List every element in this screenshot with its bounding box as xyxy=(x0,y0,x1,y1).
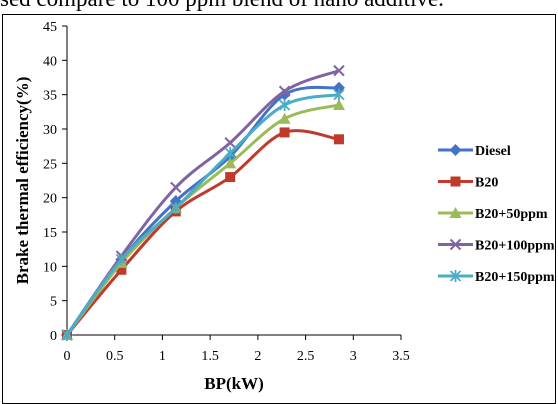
legend-item: B20+100ppm xyxy=(438,239,555,254)
x-tick-label: 0.5 xyxy=(106,349,124,364)
legend: Diesel B20 B20+50ppm B20+100ppm B20+150ppm xyxy=(438,144,555,285)
figure-caption: sed compare to 100 ppm blend of nano add… xyxy=(0,0,444,12)
x-axis-title: BP(kW) xyxy=(204,374,264,393)
x-tick-label: 3.5 xyxy=(392,349,410,364)
data-point xyxy=(278,112,291,124)
x-tick-label: 1.5 xyxy=(201,349,219,364)
data-point xyxy=(278,85,291,97)
data-point xyxy=(170,181,182,194)
legend-label: Diesel xyxy=(475,144,511,159)
series-b20 xyxy=(62,127,344,340)
x-tick-label: 0 xyxy=(64,349,71,364)
y-tick-label: 40 xyxy=(43,54,57,69)
data-point xyxy=(225,172,236,183)
y-tick-label: 0 xyxy=(50,329,57,344)
data-point xyxy=(116,264,127,275)
legend-label: B20+100ppm xyxy=(475,239,555,254)
series-layer xyxy=(61,64,345,341)
y-tick-label: 15 xyxy=(43,226,57,241)
x-tick-label: 2.5 xyxy=(297,349,315,364)
series-b20-150ppm xyxy=(61,88,345,341)
legend-item: B20 xyxy=(438,176,498,191)
data-point xyxy=(224,137,236,149)
y-tick-label: 30 xyxy=(43,123,57,138)
legend-marker xyxy=(449,270,462,282)
y-tick-label: 25 xyxy=(43,157,57,172)
legend-item: B20+50ppm xyxy=(438,207,548,222)
series-diesel xyxy=(61,81,345,341)
axes: 0 5 10 15 20 25 30 35 40 45 0 0.5 1 1.5 2 2.5 3 3.5 xyxy=(43,20,410,364)
series-b20-100ppm xyxy=(61,64,345,341)
series-line xyxy=(65,103,340,336)
data-point xyxy=(278,98,291,111)
data-point xyxy=(333,134,344,145)
legend-marker xyxy=(449,238,462,251)
series-line xyxy=(65,85,340,336)
series-b20-50ppm xyxy=(61,98,345,340)
y-tick-label: 20 xyxy=(43,192,57,207)
legend-label: B20+150ppm xyxy=(475,270,555,285)
y-tick-label: 5 xyxy=(50,295,57,310)
x-tick-label: 1 xyxy=(159,349,166,364)
legend-marker xyxy=(449,144,462,156)
data-point xyxy=(224,157,237,169)
data-point xyxy=(61,329,73,341)
series-line xyxy=(65,69,340,336)
y-tick-label: 10 xyxy=(43,260,57,275)
data-point xyxy=(332,98,345,110)
data-point xyxy=(115,253,128,266)
data-point xyxy=(333,64,345,77)
legend-label: B20 xyxy=(475,176,498,191)
data-point xyxy=(224,147,236,160)
data-point xyxy=(170,201,182,214)
x-tick-label: 2 xyxy=(254,349,261,364)
data-point xyxy=(333,88,345,101)
legend-item: Diesel xyxy=(438,144,511,159)
legend-marker xyxy=(449,207,462,218)
legend-label: B20+50ppm xyxy=(475,207,548,222)
y-tick-label: 35 xyxy=(43,89,57,104)
y-tick-label: 45 xyxy=(43,20,57,35)
y-axis-title: Brake thermal efficiency(%) xyxy=(13,77,32,285)
x-tick-label: 3 xyxy=(350,349,357,364)
legend-marker xyxy=(450,176,461,187)
legend-item: B20+150ppm xyxy=(438,270,555,285)
data-point xyxy=(279,127,290,138)
series-line xyxy=(65,129,340,336)
